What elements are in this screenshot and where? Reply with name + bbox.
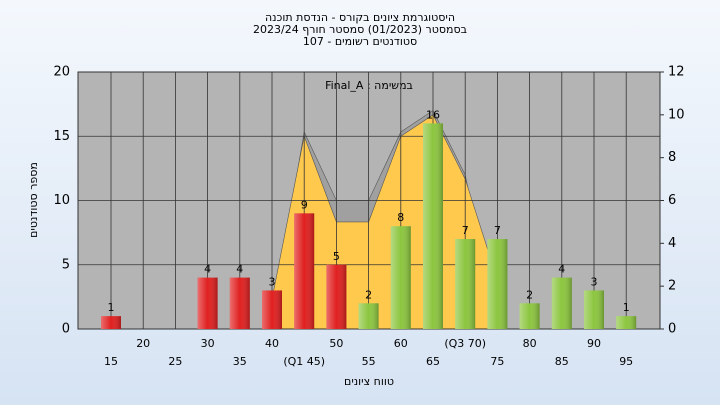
x-tick-label: 85 xyxy=(555,355,569,368)
value-label: 3 xyxy=(591,275,598,288)
value-label: 2 xyxy=(365,288,372,301)
x-tick-label: 50 xyxy=(329,337,343,350)
value-label: 4 xyxy=(558,263,565,276)
value-label: 7 xyxy=(494,224,501,237)
value-label: 7 xyxy=(462,224,469,237)
title-line: בסמסטר (01/2023) סמסטר חורף 2023/24 xyxy=(253,23,467,36)
value-label: 9 xyxy=(301,198,308,211)
x-tick-label: (Q3 70) xyxy=(444,337,486,350)
x-tick-label: 30 xyxy=(201,337,215,350)
bar-shade xyxy=(262,290,282,329)
value-label: 2 xyxy=(526,288,533,301)
y-tick-label: 10 xyxy=(53,193,70,208)
bar-shade xyxy=(101,316,121,329)
bar-shade xyxy=(390,226,411,329)
bar-shade xyxy=(294,213,315,329)
y2-tick-label: 6 xyxy=(668,193,676,208)
x-tick-label: 40 xyxy=(265,337,279,350)
bar-shade xyxy=(326,264,347,329)
y-axis-label: מספר סטודנטים xyxy=(27,162,40,238)
x-tick-label: 25 xyxy=(168,355,182,368)
x-axis-label: טווח ציונים xyxy=(344,375,394,388)
value-label: 16 xyxy=(426,108,440,121)
y-tick-label: 5 xyxy=(62,257,70,272)
y2-tick-label: 2 xyxy=(668,279,676,294)
x-tick-label: 95 xyxy=(619,355,633,368)
x-tick-label: 80 xyxy=(523,337,537,350)
x-tick-label: 75 xyxy=(490,355,504,368)
value-label: 5 xyxy=(333,250,340,263)
y-tick-label: 15 xyxy=(53,129,70,144)
bar-shade xyxy=(487,239,508,329)
x-tick-label: (Q1 45) xyxy=(283,355,325,368)
y-tick-label: 20 xyxy=(53,65,70,80)
bar-shade xyxy=(616,316,637,329)
title-line: היסטוגרמת ציונים בקורס - הנדסת תוכנה xyxy=(265,11,455,24)
y2-tick-label: 12 xyxy=(668,65,685,80)
value-label: 1 xyxy=(108,301,115,314)
x-tick-label: 35 xyxy=(233,355,247,368)
y2-tick-label: 4 xyxy=(668,236,676,251)
bar-shade xyxy=(229,277,250,329)
bar-shade xyxy=(584,290,604,329)
x-tick-label: 65 xyxy=(426,355,440,368)
x-tick-label: 15 xyxy=(104,355,118,368)
x-tick-label: 55 xyxy=(362,355,376,368)
x-tick-label: 20 xyxy=(136,337,150,350)
value-label: 3 xyxy=(269,275,276,288)
bar-shade xyxy=(551,277,572,329)
bar-shade xyxy=(197,277,218,329)
bar-shade xyxy=(519,303,540,329)
value-label: 8 xyxy=(397,211,404,224)
y-tick-label: 0 xyxy=(62,322,70,337)
y2-tick-label: 10 xyxy=(668,107,685,122)
title-line: סטודנטים רשומים - 107 xyxy=(303,35,417,48)
bar-shade xyxy=(358,303,379,329)
value-label: 4 xyxy=(204,263,211,276)
y2-tick-label: 8 xyxy=(668,150,676,165)
x-tick-label: 60 xyxy=(394,337,408,350)
bar-shade xyxy=(455,239,476,329)
bar-shade xyxy=(423,123,443,330)
value-label: 4 xyxy=(236,263,243,276)
value-label: 1 xyxy=(623,301,630,314)
x-tick-label: 90 xyxy=(587,337,601,350)
y2-tick-label: 0 xyxy=(668,322,676,337)
